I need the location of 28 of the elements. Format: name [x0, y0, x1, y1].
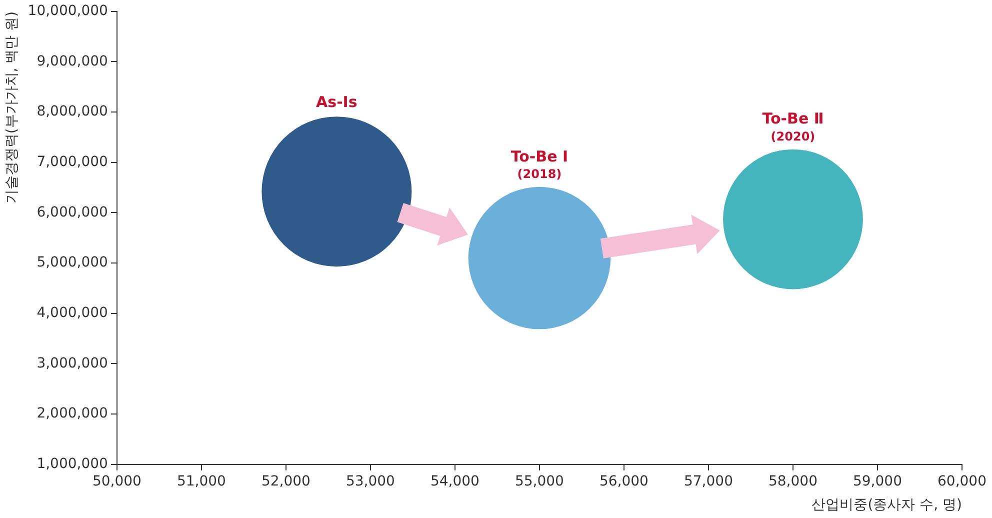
x-tick-label: 59,000: [852, 473, 902, 490]
x-tick-label: 58,000: [768, 473, 818, 490]
y-tick-label: 8,000,000: [36, 104, 108, 120]
y-tick-label: 4,000,000: [36, 305, 108, 322]
x-tick-label: 56,000: [599, 473, 648, 490]
y-tick-label: 10,000,000: [28, 3, 108, 20]
x-axis-title: 산업비중(종사자 수, 명): [812, 497, 962, 514]
x-tick-label: 57,000: [684, 473, 733, 490]
x-tick-label: 53,000: [346, 473, 395, 490]
series-label: To-Be Ⅱ: [762, 110, 824, 128]
series-label: To-Be Ⅰ: [510, 147, 568, 166]
annotation: (2018): [517, 167, 562, 182]
x-tick-label: 52,000: [261, 473, 310, 490]
x-tick-label: 51,000: [176, 473, 226, 490]
x-tick-label: 55,000: [514, 473, 564, 490]
y-axis-title: 기술경쟁력(부가가치, 백만 원): [4, 11, 20, 204]
y-tick-label: 6,000,000: [36, 204, 108, 220]
series-label: As-Is: [316, 92, 358, 111]
x-tick-label: 50,000: [92, 473, 142, 490]
y-tick-label: 5,000,000: [36, 254, 108, 271]
y-tick-label: 3,000,000: [36, 355, 108, 372]
y-tick-label: 9,000,000: [36, 53, 108, 70]
x-tick-label: 60,000: [938, 473, 986, 490]
y-tick-label: 1,000,000: [36, 456, 108, 472]
x-tick-label: 54,000: [430, 473, 480, 490]
annotation: (2020): [770, 129, 816, 144]
y-tick-label: 7,000,000: [36, 154, 108, 170]
y-tick-label: 2,000,000: [36, 406, 108, 422]
